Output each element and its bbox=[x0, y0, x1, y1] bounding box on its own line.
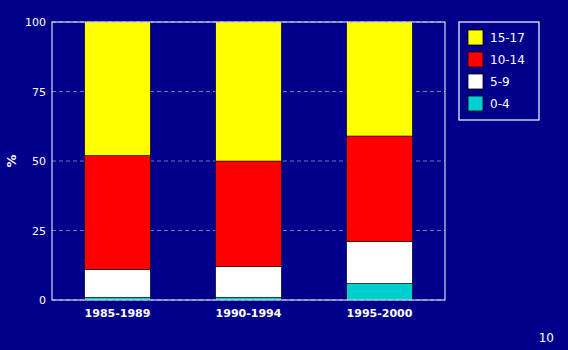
background bbox=[0, 0, 568, 350]
y-tick-label: 100 bbox=[25, 16, 46, 29]
x-tick-label: 1985-1989 bbox=[85, 307, 151, 320]
chart-svg: 0 25 50 75 100 1985-1989 1990-1994 1995-2000% 15… bbox=[0, 0, 568, 350]
y-tick-label: 50 bbox=[32, 155, 46, 168]
chart-container: 0 25 50 75 100 1985-1989 1990-1994 1995-2000% 15… bbox=[0, 0, 568, 350]
y-tick-label: 75 bbox=[32, 86, 46, 99]
y-tick-label: 0 bbox=[39, 294, 46, 307]
bar-segment bbox=[216, 267, 282, 298]
bar-segment bbox=[85, 269, 151, 297]
x-tick-label: 1990-1994 bbox=[216, 307, 282, 320]
y-tick-label: 25 bbox=[32, 225, 46, 238]
legend-label: 0-4 bbox=[490, 97, 510, 111]
bar-segment bbox=[347, 22, 413, 136]
legend-swatch bbox=[468, 52, 483, 67]
bar-segment bbox=[347, 136, 413, 242]
legend-frame bbox=[459, 22, 539, 120]
bar-segment bbox=[85, 155, 151, 269]
plot-frame bbox=[52, 22, 445, 300]
bars bbox=[85, 22, 413, 300]
bar-segment bbox=[85, 22, 151, 155]
legend-label: 15-17 bbox=[490, 31, 525, 45]
bar-segment bbox=[347, 242, 413, 284]
legend-label: 10-14 bbox=[490, 53, 525, 67]
bar-segment bbox=[347, 283, 413, 300]
bar-segment bbox=[216, 161, 282, 267]
annotation: 10 bbox=[539, 331, 554, 345]
legend-swatch bbox=[468, 74, 483, 89]
bar-segment bbox=[216, 22, 282, 161]
x-tick-label: 1995-2000 bbox=[347, 307, 413, 320]
legend-label: 5-9 bbox=[490, 75, 510, 89]
legend: 15-17 10-14 5-9 0-4 bbox=[459, 22, 539, 120]
legend-swatch bbox=[468, 96, 483, 111]
legend-swatch bbox=[468, 30, 483, 45]
y-axis-label: % bbox=[4, 154, 19, 167]
